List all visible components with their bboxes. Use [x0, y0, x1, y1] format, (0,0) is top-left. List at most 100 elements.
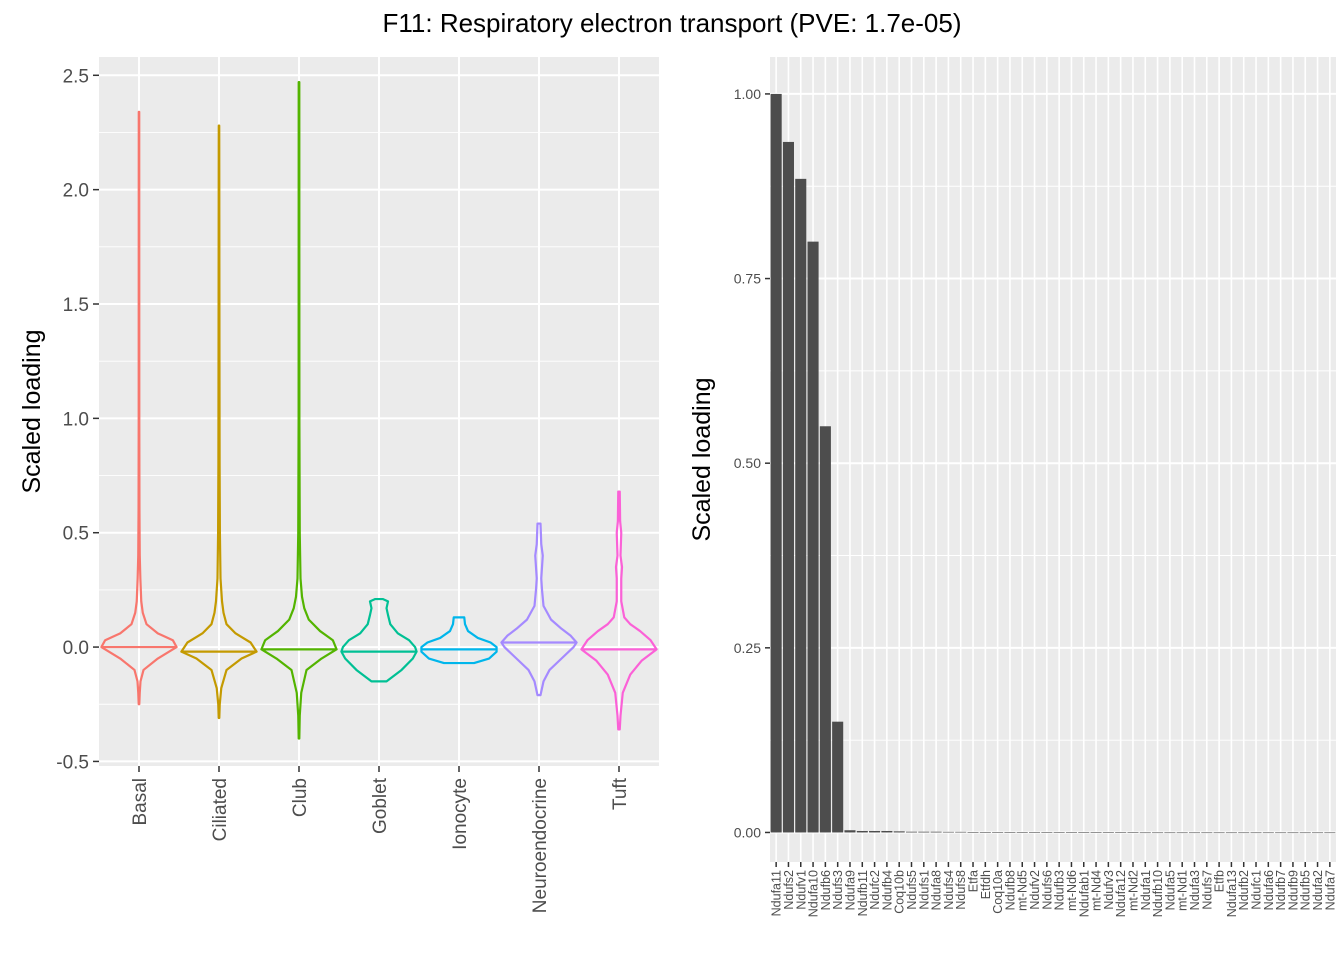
- x-tick-label: mt-Nd2: [1126, 870, 1140, 911]
- bar-ndufs7: [1201, 832, 1213, 834]
- bar-ndufb9: [1287, 832, 1299, 834]
- bar-ndufa5: [1164, 832, 1176, 834]
- bar-ndufb10: [1152, 832, 1164, 834]
- x-tick-label: Ndufc2: [868, 870, 882, 910]
- violin-neuroendocrine: [500, 522, 578, 697]
- x-tick-label: Ndufb9: [1286, 870, 1300, 910]
- x-tick-label: Etfa: [967, 870, 981, 892]
- y-tick-label: 2.0: [63, 181, 89, 202]
- bar-mt-nd1: [1176, 832, 1188, 834]
- bar-ndufa10: [807, 241, 819, 833]
- bar-mt-nd5: [1016, 832, 1028, 833]
- bar-ndufs5: [905, 831, 918, 833]
- bar-ndufb5: [1299, 832, 1311, 834]
- y-tick-label: 0.25: [734, 640, 761, 656]
- x-tick-label: Ndufv2: [1028, 870, 1042, 910]
- x-tick-label: Ndufb11: [856, 870, 870, 916]
- x-tick-label: Neuroendocrine: [530, 778, 551, 913]
- x-tick-label: Ndufa5: [1163, 870, 1177, 910]
- x-tick-label: Ndufb7: [1274, 870, 1288, 910]
- x-tick-label: mt-Nd4: [1090, 870, 1104, 911]
- x-tick-label: Ionocyte: [450, 778, 471, 850]
- x-tick-label: Ndufa9: [843, 870, 857, 910]
- x-tick-label: mt-Nd5: [1016, 870, 1030, 911]
- bar-ndufa6: [1262, 832, 1274, 834]
- bar-ndufb7: [1275, 832, 1287, 834]
- bar-x-axis: Ndufa11Ndufs2Ndufv1Ndufa10Ndufb6Ndufs3Nd…: [770, 862, 1337, 917]
- violin-tuft: [580, 490, 658, 731]
- x-tick-label: Basal: [130, 778, 151, 826]
- x-tick-label: Ndufa8: [930, 870, 944, 910]
- y-tick-label: 2.5: [63, 66, 89, 87]
- x-tick-label: Coq10a: [991, 870, 1005, 914]
- violin-y-axis-label: Scaled loading: [18, 329, 46, 493]
- x-tick-label: Ndufs5: [905, 870, 919, 910]
- x-tick-label: Ndufs3: [831, 870, 845, 910]
- x-tick-label: Etfb: [1213, 870, 1227, 892]
- violin-x-axis: Basal Ciliated Club Goblet Ionocyte Neuroendo…: [130, 766, 631, 913]
- bar-ndufs2: [782, 141, 794, 833]
- x-tick-label: Ndufs4: [942, 870, 956, 910]
- bar-ndufa11: [770, 93, 782, 833]
- x-tick-label: Ndufb5: [1299, 870, 1313, 910]
- bar-plot-background: [770, 57, 1336, 862]
- bar-ndufab1: [1078, 832, 1090, 833]
- y-tick-label: 0.75: [734, 271, 761, 287]
- x-tick-label: Ndufab1: [1077, 870, 1091, 917]
- bar-ndufv1: [795, 178, 807, 833]
- bar-ndufa9: [844, 830, 856, 833]
- bar-ndufv2: [1029, 832, 1041, 833]
- bar-ndufa1: [1139, 832, 1151, 834]
- bar-etfdh: [979, 832, 991, 833]
- bar-y-axis: 0.00 0.25 0.50 0.75 1.00: [734, 86, 770, 840]
- bar-etfb: [1213, 832, 1225, 834]
- x-tick-label: Ndufs1: [917, 870, 931, 910]
- bars: [770, 93, 1336, 834]
- bar-mt-nd6: [1065, 832, 1077, 833]
- violin-basal: [100, 110, 178, 706]
- x-tick-label: Ndufb3: [1053, 870, 1067, 910]
- x-tick-label: Ndufa12: [1114, 870, 1128, 917]
- x-tick-label: Ndufs8: [954, 870, 968, 910]
- x-tick-label: Coq10b: [893, 870, 907, 914]
- x-tick-label: Etfdh: [979, 870, 993, 899]
- bar-ndufs1: [918, 831, 930, 833]
- figure-title: F11: Respiratory electron transport (PVE…: [383, 8, 962, 38]
- x-tick-label: Ndufs2: [782, 870, 796, 910]
- x-tick-label: Ndufs6: [1040, 870, 1054, 910]
- x-tick-label: Ndufs7: [1200, 870, 1214, 910]
- y-tick-label: 1.0: [63, 409, 89, 430]
- y-tick-label: 0.00: [734, 824, 761, 840]
- x-tick-label: Ndufa11: [770, 870, 784, 916]
- x-tick-label: Ndufa2: [1311, 870, 1325, 910]
- bar-ndufb4: [881, 830, 893, 833]
- y-tick-label: -0.5: [56, 752, 89, 773]
- y-tick-label: 0.5: [63, 524, 89, 545]
- bar-ndufb8: [1004, 832, 1016, 833]
- bar-coq10b: [893, 831, 905, 833]
- x-tick-label: Ndufb6: [819, 870, 833, 910]
- bar-ndufc2: [869, 830, 881, 833]
- bar-ndufb6: [819, 426, 831, 833]
- x-tick-label: Ndufa6: [1262, 870, 1276, 910]
- x-tick-label: Ndufb8: [1003, 870, 1017, 910]
- violin-ionocyte: [420, 616, 498, 665]
- bar-ndufa13: [1225, 832, 1237, 834]
- bar-ndufv3: [1102, 832, 1114, 833]
- x-tick-label: Tuft: [610, 777, 631, 810]
- bar-ndufs4: [942, 831, 954, 833]
- x-tick-label: Ciliated: [210, 778, 231, 841]
- bar-ndufa8: [930, 831, 942, 833]
- y-tick-label: 0.0: [63, 638, 89, 659]
- bar-ndufb11: [856, 830, 868, 833]
- bar-coq10a: [992, 832, 1004, 833]
- violin-panel: -0.5 0.0 0.5 1.0 1.5 2.0 2.5 Basal Ciliated Club…: [18, 57, 659, 913]
- bar-ndufs3: [832, 721, 844, 833]
- x-tick-label: Ndufa7: [1323, 870, 1337, 910]
- x-tick-label: Ndufa10: [807, 870, 821, 917]
- violin-ciliated: [180, 124, 258, 720]
- violin-y-axis: -0.5 0.0 0.5 1.0 1.5 2.0 2.5: [56, 66, 99, 773]
- x-tick-label: Ndufv3: [1102, 870, 1116, 910]
- bar-ndufb2: [1238, 832, 1250, 834]
- x-tick-label: Goblet: [370, 777, 391, 834]
